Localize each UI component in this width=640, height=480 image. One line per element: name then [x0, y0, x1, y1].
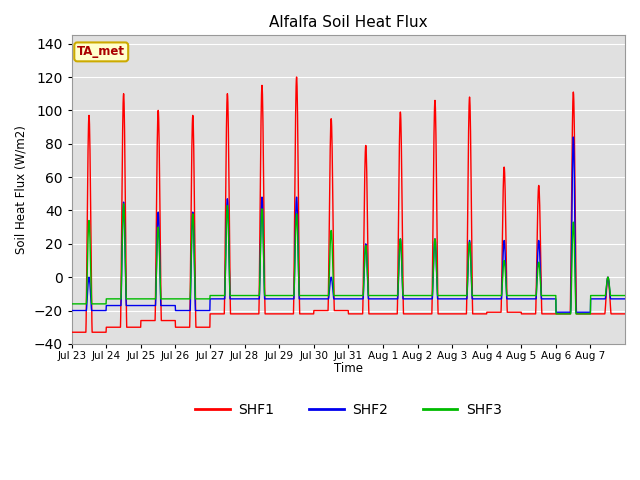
SHF3: [68, 301, 76, 307]
Legend: SHF1, SHF2, SHF3: SHF1, SHF2, SHF3: [189, 397, 507, 422]
SHF3: [120, 201, 127, 207]
SHF3: [621, 293, 629, 299]
SHF1: [243, 311, 250, 317]
SHF2: [123, 303, 131, 309]
X-axis label: Time: Time: [334, 362, 363, 375]
Y-axis label: Soil Heat Flux (W/m2): Soil Heat Flux (W/m2): [15, 125, 28, 254]
SHF2: [68, 308, 76, 313]
SHF1: [382, 311, 390, 317]
SHF3: [243, 293, 250, 299]
SHF2: [614, 296, 621, 302]
SHF1: [614, 311, 621, 317]
SHF3: [124, 296, 131, 302]
SHF2: [546, 296, 554, 302]
SHF1: [68, 329, 76, 335]
SHF2: [552, 309, 560, 315]
Line: SHF1: SHF1: [72, 77, 625, 332]
SHF1: [123, 324, 131, 330]
SHF2: [570, 134, 577, 140]
SHF2: [621, 296, 629, 302]
SHF2: [515, 296, 523, 302]
SHF1: [621, 311, 629, 317]
SHF3: [382, 293, 390, 299]
SHF1: [547, 311, 554, 317]
Title: Alfalfa Soil Heat Flux: Alfalfa Soil Heat Flux: [269, 15, 428, 30]
SHF3: [552, 311, 560, 317]
SHF3: [515, 293, 523, 299]
SHF1: [515, 309, 523, 315]
SHF2: [243, 296, 250, 302]
Line: SHF3: SHF3: [72, 204, 625, 314]
SHF1: [292, 74, 300, 80]
SHF3: [614, 293, 621, 299]
SHF2: [381, 296, 389, 302]
Line: SHF2: SHF2: [72, 137, 625, 312]
SHF3: [547, 293, 554, 299]
Text: TA_met: TA_met: [77, 46, 125, 59]
